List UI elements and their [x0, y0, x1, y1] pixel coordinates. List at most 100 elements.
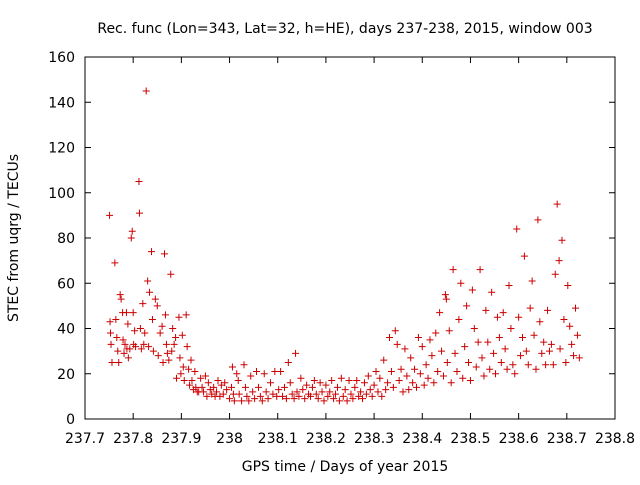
- data-point: [562, 358, 570, 366]
- data-point: [570, 352, 578, 360]
- data-point: [470, 325, 478, 332]
- data-point: [173, 374, 181, 382]
- data-point: [499, 309, 507, 317]
- data-point: [210, 383, 218, 391]
- data-point: [465, 358, 473, 366]
- data-point: [476, 266, 484, 274]
- data-point: [453, 367, 461, 375]
- data-point: [364, 372, 372, 380]
- data-point: [370, 381, 378, 389]
- data-point: [382, 386, 390, 394]
- data-point: [339, 392, 347, 400]
- data-point: [553, 200, 561, 208]
- data-point: [484, 338, 492, 346]
- data-point: [277, 367, 285, 375]
- data-point: [540, 338, 548, 346]
- data-point: [124, 320, 132, 328]
- data-point: [112, 315, 120, 323]
- data-point: [188, 377, 196, 385]
- data-point: [226, 395, 234, 403]
- x-tick-label: 238.6: [499, 431, 539, 447]
- data-point: [200, 388, 208, 396]
- data-point: [122, 309, 130, 317]
- data-point: [526, 304, 534, 312]
- data-point: [445, 327, 453, 335]
- data-point: [260, 370, 268, 378]
- data-point: [409, 379, 417, 387]
- data-point: [555, 257, 563, 265]
- data-point: [175, 313, 183, 321]
- data-point: [108, 358, 116, 366]
- data-point: [558, 236, 566, 244]
- data-point: [314, 395, 322, 403]
- data-point: [219, 390, 227, 398]
- data-point: [322, 381, 330, 389]
- data-point: [234, 377, 242, 385]
- data-point: [335, 397, 343, 405]
- data-point: [351, 383, 359, 391]
- data-point: [162, 340, 170, 348]
- data-point: [480, 372, 488, 380]
- data-point: [426, 336, 434, 344]
- data-point: [395, 377, 403, 385]
- data-point: [568, 340, 576, 348]
- data-point: [432, 329, 440, 337]
- data-point: [297, 374, 305, 382]
- data-point: [187, 356, 195, 364]
- data-point: [424, 374, 432, 382]
- data-point: [442, 295, 450, 303]
- data-point: [515, 313, 523, 321]
- data-point: [140, 340, 148, 348]
- data-point: [135, 177, 143, 185]
- data-point: [449, 266, 457, 274]
- data-point: [180, 377, 188, 385]
- data-point: [264, 395, 272, 403]
- data-point: [575, 354, 583, 362]
- data-point: [386, 334, 394, 342]
- data-point: [167, 270, 175, 278]
- data-point: [198, 383, 206, 391]
- data-point: [303, 381, 311, 389]
- data-point: [172, 334, 180, 342]
- data-point: [434, 367, 442, 375]
- data-point: [332, 390, 340, 398]
- data-point: [214, 377, 222, 385]
- data-point: [488, 288, 496, 296]
- data-point: [513, 225, 521, 233]
- data-point: [136, 325, 144, 332]
- data-point: [333, 383, 341, 391]
- data-point: [436, 309, 444, 317]
- y-tick-label: 40: [57, 322, 75, 338]
- data-point: [115, 358, 123, 366]
- y-axis-label: STEC from uqrg / TECUs: [6, 154, 22, 322]
- data-point: [492, 370, 500, 378]
- data-point: [111, 259, 119, 267]
- data-point: [418, 343, 426, 351]
- data-point: [318, 388, 326, 396]
- data-point: [176, 354, 184, 362]
- data-point: [380, 356, 388, 364]
- data-point: [249, 388, 257, 396]
- data-point: [490, 349, 498, 357]
- data-point: [564, 282, 572, 290]
- data-point: [113, 334, 121, 342]
- data-point: [337, 374, 345, 382]
- data-point: [542, 361, 550, 369]
- data-point: [505, 282, 513, 290]
- data-point: [121, 340, 129, 348]
- data-point: [148, 315, 156, 323]
- x-tick-label: 238.8: [595, 431, 635, 447]
- data-point: [233, 370, 241, 378]
- data-point: [399, 388, 407, 396]
- data-point: [428, 352, 436, 360]
- data-point: [159, 358, 167, 366]
- data-point: [324, 392, 332, 400]
- data-point: [107, 329, 115, 337]
- plot-frame: [84, 56, 616, 420]
- data-point: [156, 329, 164, 337]
- data-point: [128, 227, 136, 235]
- data-point: [183, 343, 191, 351]
- data-point: [530, 331, 538, 339]
- x-tick-label: 238.3: [354, 431, 394, 447]
